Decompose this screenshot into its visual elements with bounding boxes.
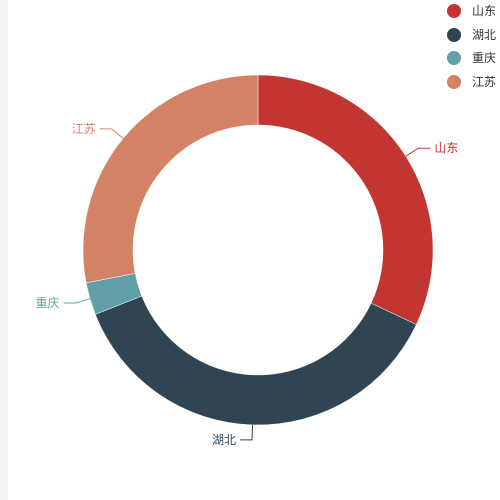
label-line-4 (99, 128, 124, 139)
legend-swatch-icon (447, 51, 461, 65)
legend-swatch-icon (447, 4, 461, 18)
label-line-2 (240, 424, 254, 441)
slice-label-1: 山东 (434, 141, 458, 155)
label-line-1 (405, 147, 431, 157)
legend-label: 湖北 (472, 27, 497, 42)
slice-label-3: 重庆 (36, 296, 60, 310)
legend-label: 江苏 (472, 74, 497, 89)
slice-label-2: 湖北 (212, 432, 236, 447)
slice-2[interactable] (94, 295, 417, 426)
legend-label: 山东 (472, 4, 497, 18)
label-line-3 (63, 298, 91, 304)
slice-1[interactable] (257, 74, 434, 325)
legend-item-4[interactable]: 江苏 (447, 74, 500, 90)
legend-item-2[interactable]: 湖北 (447, 27, 500, 43)
legend-item-1[interactable]: 山东 (447, 3, 500, 19)
legend-item-3[interactable]: 重庆 (447, 50, 500, 66)
legend-swatch-icon (447, 74, 461, 89)
legend-swatch-icon (447, 27, 461, 42)
slice-4[interactable] (82, 74, 259, 284)
slice-label-4: 江苏 (72, 122, 96, 136)
legend-label: 重庆 (472, 51, 497, 65)
chart-legend: 山东 湖北 重庆 江苏 (447, 3, 500, 97)
side-strip (0, 0, 8, 500)
